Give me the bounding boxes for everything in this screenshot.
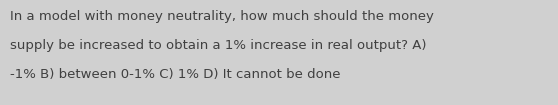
Text: supply be increased to obtain a 1% increase in real output? A): supply be increased to obtain a 1% incre… xyxy=(10,39,426,52)
Text: -1% B) between 0-1% C) 1% D) It cannot be done: -1% B) between 0-1% C) 1% D) It cannot b… xyxy=(10,68,340,81)
Text: In a model with money neutrality, how much should the money: In a model with money neutrality, how mu… xyxy=(10,10,434,23)
